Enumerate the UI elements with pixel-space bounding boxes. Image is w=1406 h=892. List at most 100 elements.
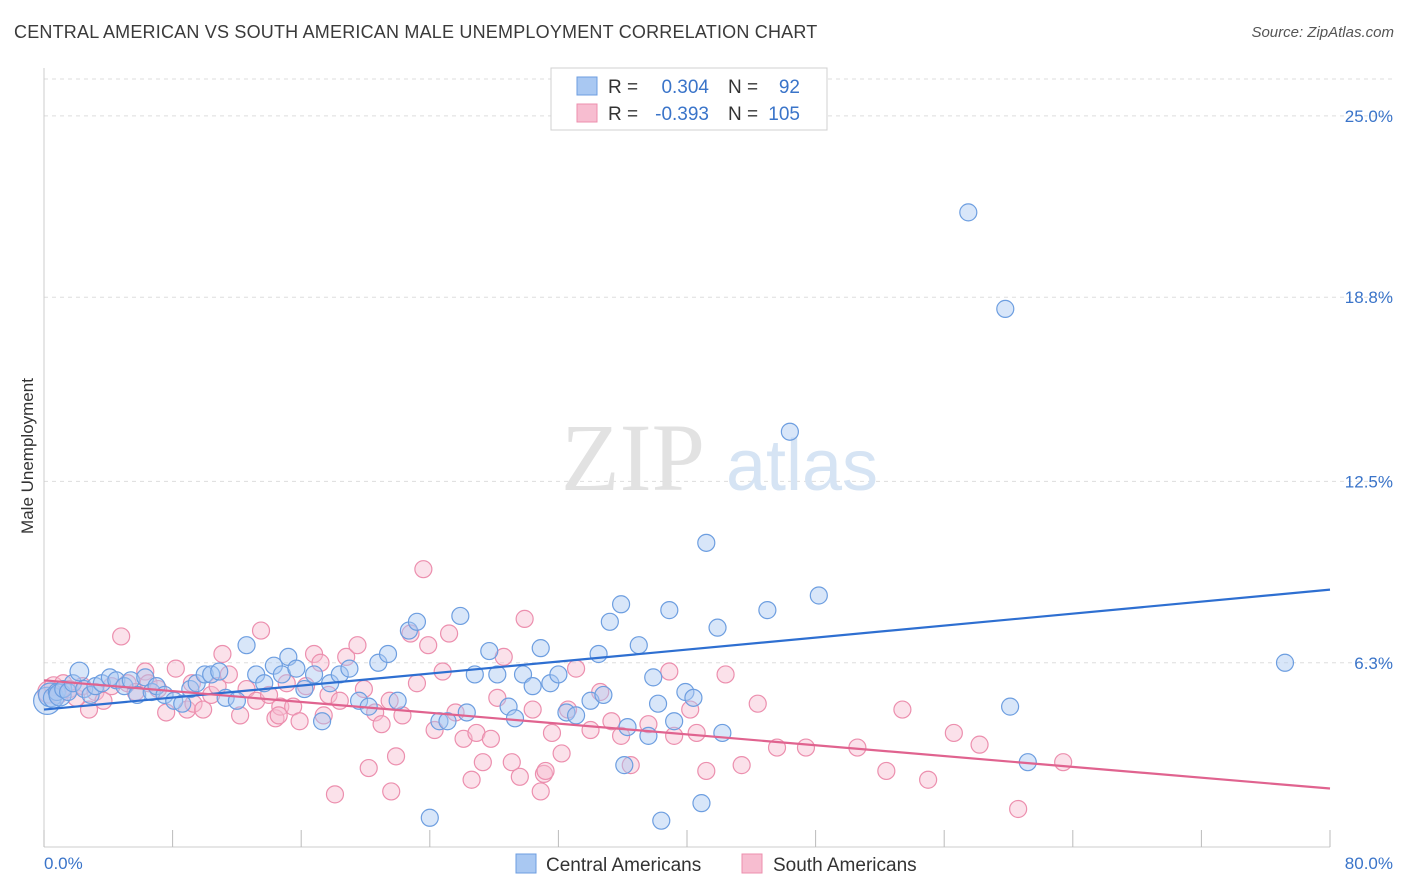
data-point [462, 770, 481, 789]
data-point [684, 688, 703, 707]
y-tick-label: 6.3% [1354, 654, 1393, 673]
data-point [510, 767, 529, 786]
data-point [112, 627, 131, 646]
data-point [648, 694, 668, 713]
data-point [420, 808, 439, 827]
data-point [611, 595, 631, 614]
data-point [708, 618, 727, 637]
data-point [758, 601, 777, 620]
data-point [349, 691, 369, 710]
legend-swatch-blue [576, 76, 598, 96]
data-point [502, 753, 521, 772]
legend-r-label-2: R = [608, 104, 638, 125]
data-point [602, 712, 621, 731]
y-tick-label: 25.0% [1345, 107, 1393, 126]
data-point [629, 636, 648, 655]
data-point [615, 756, 634, 775]
data-point [1054, 753, 1073, 772]
data-point [919, 770, 938, 789]
data-point [665, 726, 684, 745]
data-point [290, 712, 309, 731]
legend-r-label-1: R = [608, 77, 638, 98]
data-point [325, 785, 345, 804]
data-point [732, 756, 751, 775]
data-point [304, 665, 324, 684]
trend-line-central-americans [43, 588, 1331, 711]
legend-swatch-pink [576, 103, 598, 123]
bottom-legend-swatch-blue [515, 853, 537, 874]
watermark: ZIP atlas [561, 404, 878, 511]
data-point [652, 811, 671, 830]
data-point [566, 706, 586, 725]
data-point [796, 738, 816, 757]
data-point [81, 685, 100, 705]
data-point [542, 723, 562, 743]
data-point [809, 586, 828, 605]
data-point [348, 636, 367, 655]
data-point [481, 729, 500, 748]
data-point [534, 764, 554, 783]
data-point [439, 624, 459, 643]
data-point [1001, 697, 1020, 716]
data-point [166, 659, 185, 678]
watermark-atlas: atlas [726, 426, 878, 506]
bottom-legend-swatch-pink [741, 853, 763, 874]
data-point [499, 697, 518, 716]
data-point [780, 422, 799, 441]
data-point [451, 606, 470, 626]
data-point [600, 612, 619, 631]
data-point [414, 560, 433, 579]
data-point [227, 691, 246, 710]
data-point [386, 747, 406, 766]
watermark-zip: ZIP [561, 404, 705, 511]
series-legend: Central Americans South Americans [515, 853, 917, 876]
data-point [660, 601, 679, 620]
correlation-legend: R = 0.304 N = 92 R = -0.393 N = 105 [550, 67, 828, 131]
data-point [195, 665, 214, 684]
data-point [337, 647, 356, 667]
data-point [697, 761, 716, 781]
legend-r-value-2: -0.393 [655, 104, 709, 125]
data-point [269, 706, 288, 725]
data-point [312, 712, 332, 731]
data-point [173, 694, 192, 713]
data-point [457, 703, 476, 722]
data-point [970, 735, 989, 754]
bottom-legend-label-blue: Central Americans [546, 855, 701, 876]
data-point [748, 694, 767, 713]
data-point [621, 756, 640, 775]
legend-n-label-1: N = [728, 77, 758, 98]
data-point [388, 691, 407, 710]
data-point [531, 639, 550, 658]
data-point [419, 636, 438, 655]
data-point [716, 665, 735, 684]
y-tick-label: 18.8% [1345, 288, 1393, 307]
bottom-legend-label-pink: South Americans [773, 855, 917, 876]
data-point [665, 712, 684, 731]
data-point [401, 624, 420, 643]
data-point [295, 679, 314, 699]
legend-n-value-1: 92 [779, 77, 800, 98]
trend-line-south-americans [43, 679, 1331, 790]
data-point [549, 665, 568, 684]
trend-lines [43, 588, 1331, 790]
data-point [213, 644, 232, 664]
data-point [287, 659, 306, 678]
data-point [589, 644, 608, 664]
data-point [251, 621, 271, 640]
data-point [382, 782, 401, 801]
data-point [959, 203, 978, 222]
y-tick-labels: 6.3% 12.5% 18.8% 25.0% [1345, 107, 1393, 673]
data-point [531, 782, 550, 801]
chart-title: CENTRAL AMERICAN VS SOUTH AMERICAN MALE … [14, 22, 818, 42]
x-tick-min: 0.0% [44, 854, 83, 873]
data-point [237, 636, 256, 655]
data-point [581, 720, 600, 740]
data-point [523, 677, 542, 696]
data-point [566, 659, 586, 678]
axes [43, 68, 1331, 848]
series-central-americans [33, 203, 1295, 830]
data-point [128, 685, 147, 705]
data-point [944, 723, 963, 743]
